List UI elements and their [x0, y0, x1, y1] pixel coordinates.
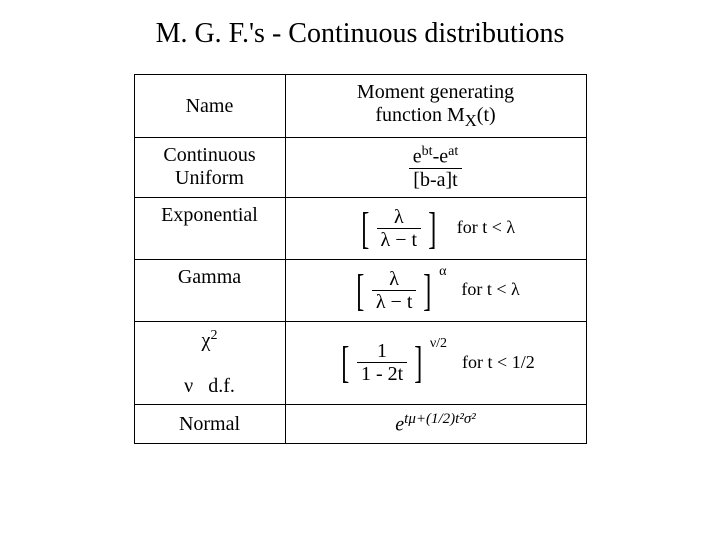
header-mgf-sub: X [465, 111, 477, 130]
gamma-exp: α [439, 264, 446, 280]
num-sup1: bt [422, 144, 433, 159]
exp-bracket: [ λ λ − t ] [358, 204, 440, 253]
chisq-cond: for t < 1/2 [462, 352, 535, 372]
num-mid: -e [433, 146, 449, 168]
name-line2: Uniform [175, 167, 244, 189]
row-name-chisq: χ2 ν d.f. [134, 321, 285, 405]
uniform-den: [b-a]t [409, 169, 462, 191]
name-line1: Continuous [163, 144, 255, 166]
table-row: Gamma [ λ λ − t ] α for t < λ [134, 259, 586, 321]
row-mgf-uniform: ebt-eat [b-a]t [285, 138, 586, 198]
chisq-num: 1 [357, 340, 407, 363]
row-name-uniform: Continuous Uniform [134, 138, 285, 198]
row-mgf-exponential: [ λ λ − t ] for t < λ [285, 197, 586, 259]
uniform-fraction: ebt-eat [b-a]t [409, 144, 462, 191]
table-row: Normal etμ+(1/2)t²σ² [134, 405, 586, 444]
normal-e: e [395, 414, 404, 436]
chisq-bracket: [ 1 1 - 2t ] [338, 338, 426, 387]
table-container: Name Moment generating function MX(t) Co… [0, 74, 720, 444]
row-name-exponential: Exponential [134, 197, 285, 259]
header-mgf-line1: Moment generating [357, 81, 514, 103]
exp-den: λ − t [377, 229, 422, 251]
header-mgf: Moment generating function MX(t) [285, 75, 586, 138]
table-row: Exponential [ λ λ − t ] for t < λ [134, 197, 586, 259]
gamma-den: λ − t [372, 291, 417, 313]
chisq-exp: ν/2 [430, 336, 447, 352]
num-e1: e [413, 146, 422, 168]
row-mgf-gamma: [ λ λ − t ] α for t < λ [285, 259, 586, 321]
row-mgf-normal: etμ+(1/2)t²σ² [285, 405, 586, 444]
num-sup2: at [448, 144, 458, 159]
nu-symbol: ν [184, 375, 193, 397]
table-header-row: Name Moment generating function MX(t) [134, 75, 586, 138]
mgf-table: Name Moment generating function MX(t) Co… [134, 74, 587, 444]
chisq-den: 1 - 2t [357, 363, 407, 385]
header-mgf-arg: (t) [477, 104, 496, 126]
row-name-gamma: Gamma [134, 259, 285, 321]
chi-sup: 2 [210, 328, 217, 343]
row-name-normal: Normal [134, 405, 285, 444]
page-title: M. G. F.'s - Continuous distributions [0, 18, 720, 50]
exp-cond: for t < λ [457, 217, 515, 237]
exp-num: λ [377, 206, 422, 229]
gamma-num: λ [372, 268, 417, 291]
table-row: Continuous Uniform ebt-eat [b-a]t [134, 138, 586, 198]
header-mgf-line2: function M [375, 104, 464, 126]
header-name: Name [134, 75, 285, 138]
table-row: χ2 ν d.f. [ 1 1 - 2t ] ν/2 for t < 1/2 [134, 321, 586, 405]
df-label: d.f. [208, 375, 235, 397]
gamma-bracket: [ λ λ − t ] [353, 266, 435, 315]
normal-exp: tμ+(1/2)t²σ² [404, 411, 476, 427]
gamma-cond: for t < λ [461, 279, 519, 299]
row-mgf-chisq: [ 1 1 - 2t ] ν/2 for t < 1/2 [285, 321, 586, 405]
